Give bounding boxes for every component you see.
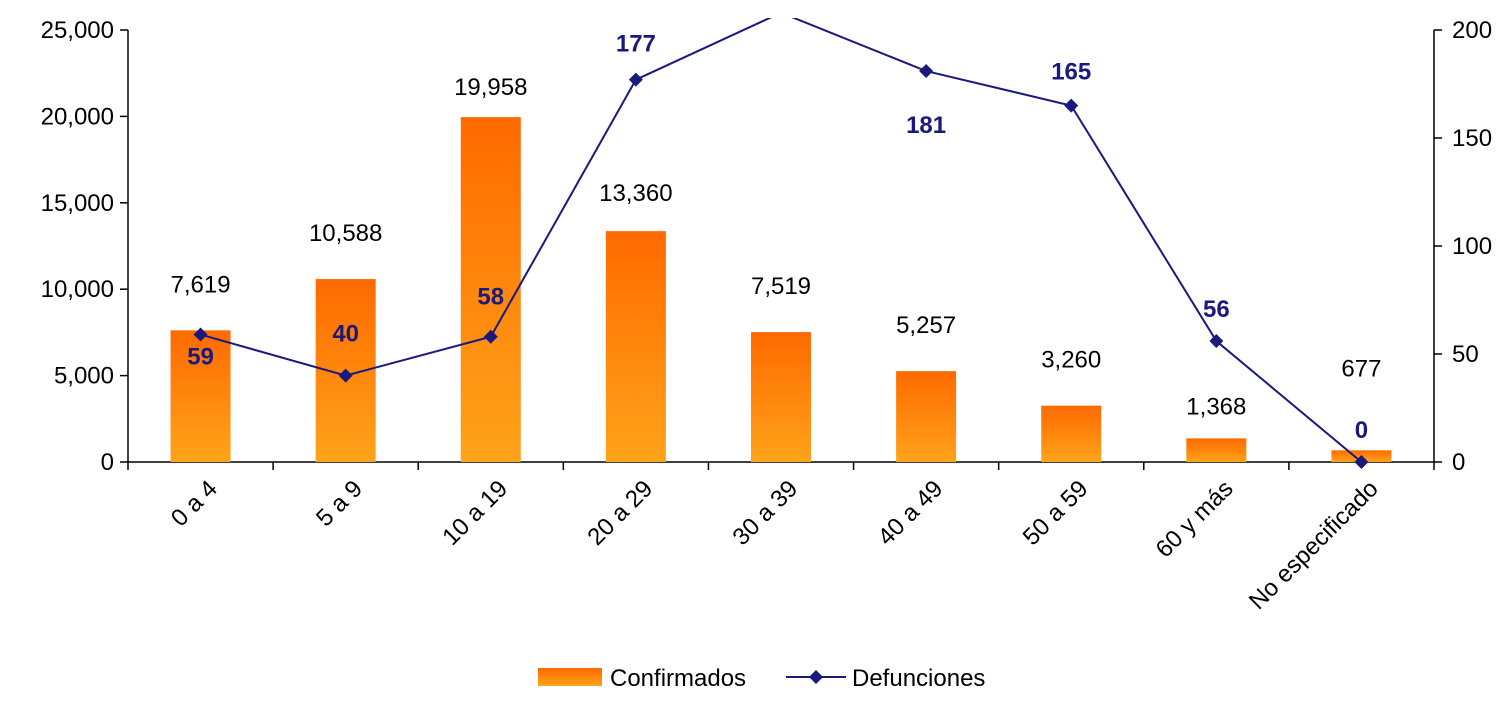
line-marker xyxy=(919,64,934,79)
y-left-tick-label: 25,000 xyxy=(41,17,114,44)
line-data-label: 165 xyxy=(1051,59,1091,86)
y-right-tick-label: 0 xyxy=(1452,449,1465,476)
bar-confirmados xyxy=(460,117,521,462)
y-right-tick-label: 100 xyxy=(1452,233,1492,260)
bar-confirmados xyxy=(751,332,811,462)
data-labels: 7,619 10,588 19,958 13,360 7,519 5,257 3,260 1,… xyxy=(171,31,1382,444)
y-right-tick-label: 200 xyxy=(1452,17,1492,44)
bar-data-label: 10,588 xyxy=(309,220,382,247)
bar-data-label: 7,619 xyxy=(171,271,231,298)
line-marker xyxy=(1209,334,1224,349)
x-category-label: 50 a 59 xyxy=(1018,475,1094,551)
legend-label-defunciones: Defunciones xyxy=(852,665,985,692)
bar-data-label: 13,360 xyxy=(599,180,672,207)
y-left-tick-label: 20,000 xyxy=(41,103,114,130)
y-right-tick-label: 50 xyxy=(1452,341,1479,368)
legend: Confirmados Defunciones xyxy=(538,665,985,692)
line-marker xyxy=(1354,455,1369,469)
y-left-tick-label: 10,000 xyxy=(41,276,114,303)
line-marker xyxy=(628,72,643,87)
bar-confirmados xyxy=(1186,438,1247,462)
bar-confirmados xyxy=(1041,405,1102,462)
x-category-label: 60 y más xyxy=(1151,475,1239,563)
bar-confirmados xyxy=(896,371,957,462)
x-category-label: 20 a 29 xyxy=(582,475,658,551)
bar-data-label: 19,958 xyxy=(454,74,527,101)
line-data-label: 181 xyxy=(906,112,946,139)
line-marker xyxy=(1064,98,1079,113)
line-data-label: 177 xyxy=(616,31,656,58)
bar-data-label: 5,257 xyxy=(896,312,956,339)
bar-data-label: 7,519 xyxy=(751,273,811,300)
legend-label-confirmados: Confirmados xyxy=(610,665,746,692)
bar-data-label: 1,368 xyxy=(1186,393,1246,420)
x-category-label: 30 a 39 xyxy=(728,475,804,551)
y-left-tick-label: 15,000 xyxy=(41,190,114,217)
line-marker xyxy=(483,329,498,344)
line-defunciones xyxy=(200,18,1363,463)
bar-confirmados xyxy=(170,330,231,462)
line-data-label: 56 xyxy=(1203,296,1230,323)
line-data-label: 0 xyxy=(1355,417,1368,444)
y-left-tick-label: 0 xyxy=(101,449,114,476)
x-category-label: No especificado xyxy=(1244,475,1384,615)
y-left-tick-label: 5,000 xyxy=(54,363,114,390)
bar-data-label: 677 xyxy=(1341,355,1381,382)
line-data-label: 40 xyxy=(332,321,359,348)
axes: 0 5,000 10,000 15,000 20,000 25,000 0 50 100 150 2… xyxy=(41,17,1492,615)
x-category-label: 5 a 9 xyxy=(311,475,368,532)
x-category-label: 40 a 49 xyxy=(873,475,949,551)
legend-swatch-defunciones-marker xyxy=(809,670,823,684)
bar-confirmados xyxy=(605,231,666,462)
x-category-label: 10 a 19 xyxy=(437,475,513,551)
y-right-tick-label: 150 xyxy=(1452,125,1492,152)
line-data-label: 58 xyxy=(477,284,504,311)
x-category-label: 0 a 4 xyxy=(166,475,223,532)
legend-swatch-confirmados xyxy=(538,668,602,686)
line-marker xyxy=(193,327,208,342)
line-marker xyxy=(338,368,353,383)
line-layer xyxy=(193,18,1369,469)
bar-data-label: 3,260 xyxy=(1041,347,1101,374)
line-data-label: 59 xyxy=(187,344,214,371)
